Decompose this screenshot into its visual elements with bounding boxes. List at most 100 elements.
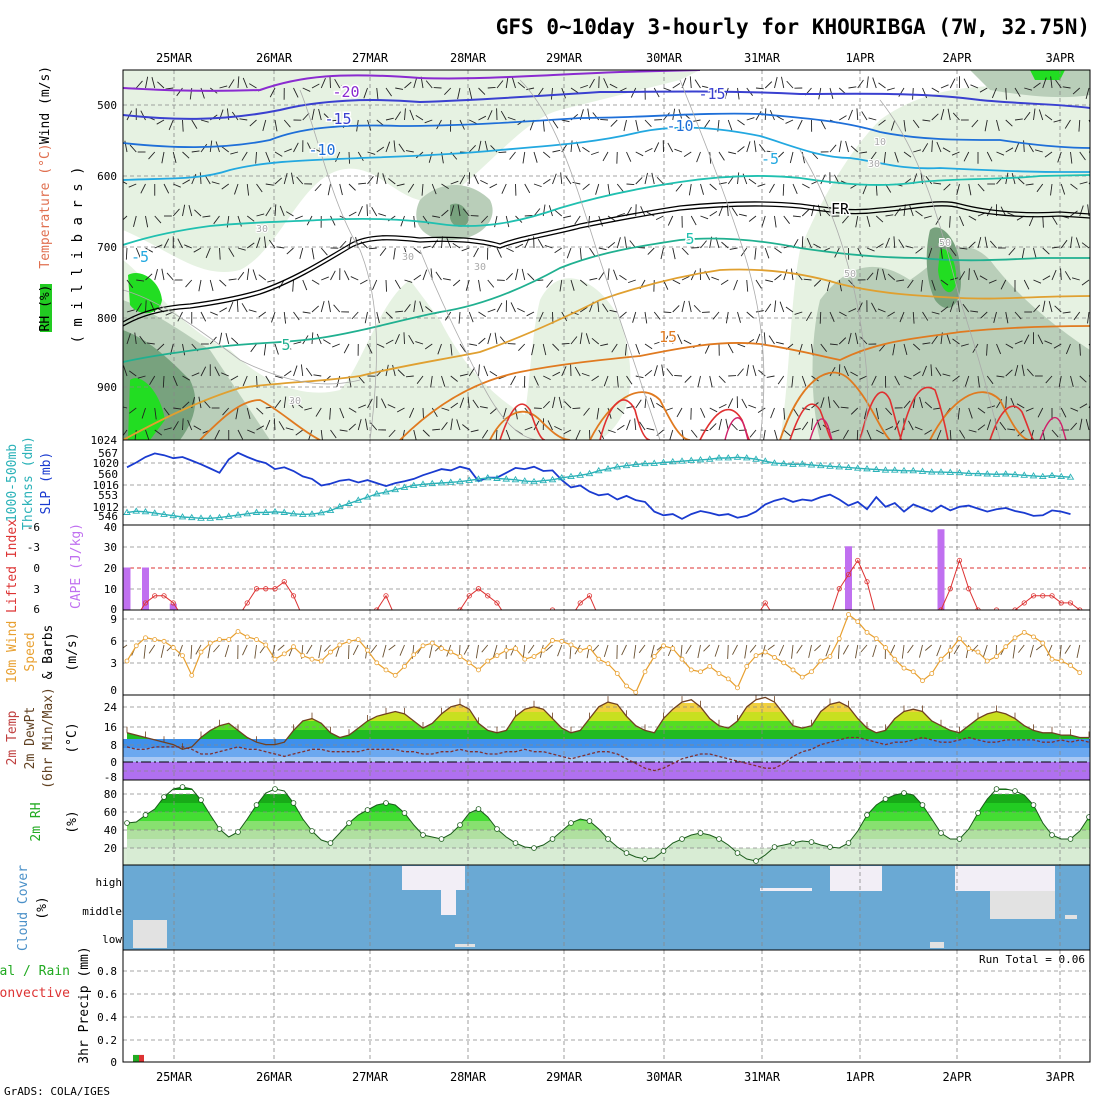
surface-wind-barb — [814, 644, 822, 652]
ytick-lifted-index: 6 — [33, 603, 40, 616]
surface-wind-barb — [143, 644, 146, 659]
wind-barb — [665, 407, 673, 412]
cloud-block-middle — [441, 890, 456, 915]
temp-band — [127, 739, 1089, 748]
wind-barb — [246, 242, 255, 249]
thickness-point — [308, 510, 316, 517]
wind-barb — [949, 247, 957, 257]
wind-barb — [425, 80, 433, 89]
wind-barb — [428, 151, 433, 163]
wind-barb — [859, 375, 868, 380]
thickness-point — [807, 461, 816, 468]
lifted-index-point — [947, 586, 953, 592]
wind-barb — [1062, 311, 1071, 314]
wind-speed-point — [503, 647, 509, 653]
wind-barb — [1030, 429, 1034, 440]
cloud-block-low — [930, 942, 944, 948]
wind-barb — [764, 81, 773, 89]
wind-barb — [315, 407, 322, 417]
wind-barb — [839, 115, 847, 121]
rh-point — [401, 810, 408, 816]
wind-barb — [589, 277, 598, 281]
thickness-point — [1011, 470, 1019, 478]
wind-barb — [922, 365, 927, 377]
surface-wind-barb — [842, 644, 849, 655]
wind-barb — [404, 279, 413, 283]
wind-barb — [676, 407, 683, 418]
wind-barb — [656, 176, 664, 185]
ytick-cape: 20 — [104, 562, 117, 575]
wind-barb — [903, 119, 906, 132]
wind-barb — [635, 343, 640, 355]
wind-barb — [856, 108, 859, 121]
wind-barb — [154, 268, 158, 281]
wind-barb — [720, 279, 729, 285]
date-label-bottom: 1APR — [846, 1070, 876, 1084]
wind-barb — [198, 279, 202, 292]
wind-speed-point — [485, 658, 491, 664]
rh-point — [290, 800, 297, 806]
wind-speed-point — [596, 656, 602, 662]
contour-label: -15 — [324, 110, 351, 128]
wind-barb — [263, 343, 267, 356]
wind-speed-point — [235, 629, 241, 634]
surface-wind-barb — [1035, 644, 1044, 651]
thickness-point — [150, 509, 159, 516]
wind-barb — [274, 343, 279, 355]
wind-barb — [145, 76, 149, 89]
wind-barb — [543, 375, 551, 381]
wind-barb — [952, 112, 960, 121]
wind-barb — [405, 375, 414, 378]
wind-barb — [241, 151, 248, 161]
lifted-index-point — [1049, 593, 1055, 599]
wind-barb — [283, 311, 287, 324]
ylabel-rh-a: 2m RH — [29, 802, 44, 841]
ytick-rh: 20 — [104, 842, 117, 855]
wind-barb — [936, 429, 942, 440]
wind-barb — [790, 268, 794, 281]
rh-isoline — [299, 89, 377, 440]
wind-barb — [302, 279, 308, 291]
wind-speed-point — [966, 646, 972, 651]
wind-barb — [883, 151, 886, 164]
wind-barb — [764, 303, 772, 313]
thickness-point — [927, 468, 936, 475]
rh-point — [272, 786, 278, 792]
wind-barb — [246, 268, 250, 281]
wind-barb — [749, 429, 757, 438]
wind-barb — [182, 151, 190, 159]
wind-barb — [779, 301, 785, 313]
wind-barb — [202, 215, 211, 218]
wind-barb — [1014, 364, 1019, 377]
date-label-top: 26MAR — [256, 51, 293, 65]
wind-barb — [692, 119, 701, 122]
wind-barb — [575, 429, 581, 440]
surface-wind-barb — [382, 644, 387, 658]
cloud-block-middle — [1065, 915, 1077, 919]
wind-barb — [311, 247, 315, 260]
lifted-index-point — [161, 593, 167, 599]
rh-isoline — [519, 79, 661, 440]
date-label-top: 2APR — [943, 51, 973, 65]
wind-barb — [398, 143, 405, 153]
rh-bright-area — [1030, 70, 1065, 80]
temperature-contour — [123, 201, 1090, 323]
wind-barb — [609, 83, 618, 89]
wind-barb — [626, 151, 632, 162]
wind-barb — [871, 302, 877, 313]
wind-barb — [533, 375, 539, 386]
wind-barb — [191, 119, 198, 129]
wind-barb — [450, 180, 459, 185]
thickness-point — [724, 454, 733, 461]
wind-barb — [441, 236, 443, 249]
rh-point — [179, 784, 186, 790]
wind-barb — [663, 87, 672, 92]
wind-barb — [537, 87, 544, 97]
thickness-point — [604, 464, 612, 472]
chart-title: GFS 0~10day 3-hourly for KHOURIBGA (7W, … — [496, 15, 1090, 39]
wind-barb — [274, 151, 283, 157]
wind-barb — [725, 418, 729, 431]
wind-barb — [850, 407, 859, 415]
wind-barb — [468, 87, 473, 100]
wind-barb — [730, 422, 738, 431]
